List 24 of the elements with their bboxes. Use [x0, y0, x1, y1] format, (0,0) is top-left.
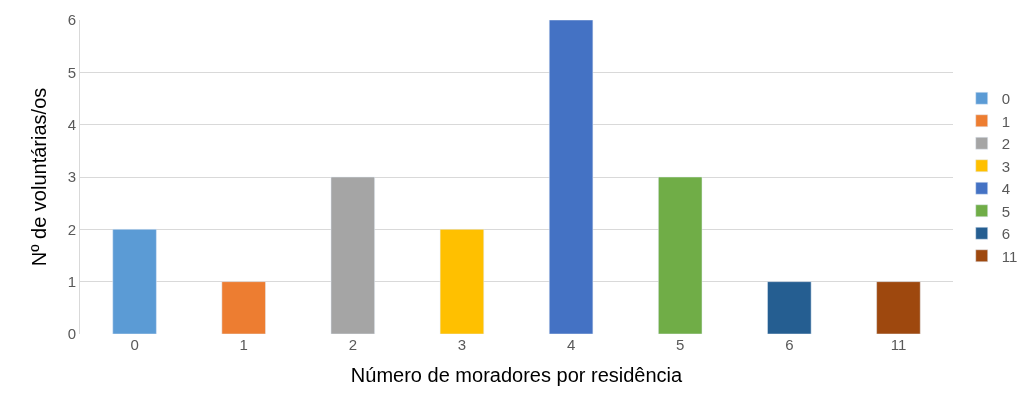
legend-label: 6 [1001, 225, 1011, 243]
x-tick-label: 3 [457, 336, 467, 353]
y-tick-label: 1 [67, 272, 76, 290]
y-tick-label: 3 [67, 168, 76, 186]
x-tick-label: 2 [348, 336, 357, 353]
x-axis-title: Número de moradores por residência [350, 363, 684, 386]
x-tick-label: 11 [890, 336, 907, 353]
legend-label: 5 [1001, 202, 1011, 220]
y-tick-label: 4 [67, 115, 76, 133]
legend-label: 4 [1001, 180, 1011, 198]
legend-label: 1 [1001, 112, 1011, 130]
y-tick-label: 5 [67, 63, 76, 81]
legend-label: 3 [1001, 157, 1011, 175]
x-tick-label: 5 [676, 336, 685, 353]
x-tick-label: 1 [239, 336, 248, 353]
y-tick-label: 2 [67, 220, 76, 238]
x-tick-label: 4 [566, 336, 576, 353]
x-tick-label: 0 [130, 336, 139, 353]
y-axis-title: Nº de voluntárias/os [28, 87, 51, 267]
legend-label: 11 [1001, 247, 1018, 265]
x-tick-label: 6 [785, 336, 794, 353]
legend-label: 2 [1001, 135, 1011, 153]
y-tick-label: 6 [67, 11, 76, 29]
legend-label: 0 [1001, 90, 1011, 108]
